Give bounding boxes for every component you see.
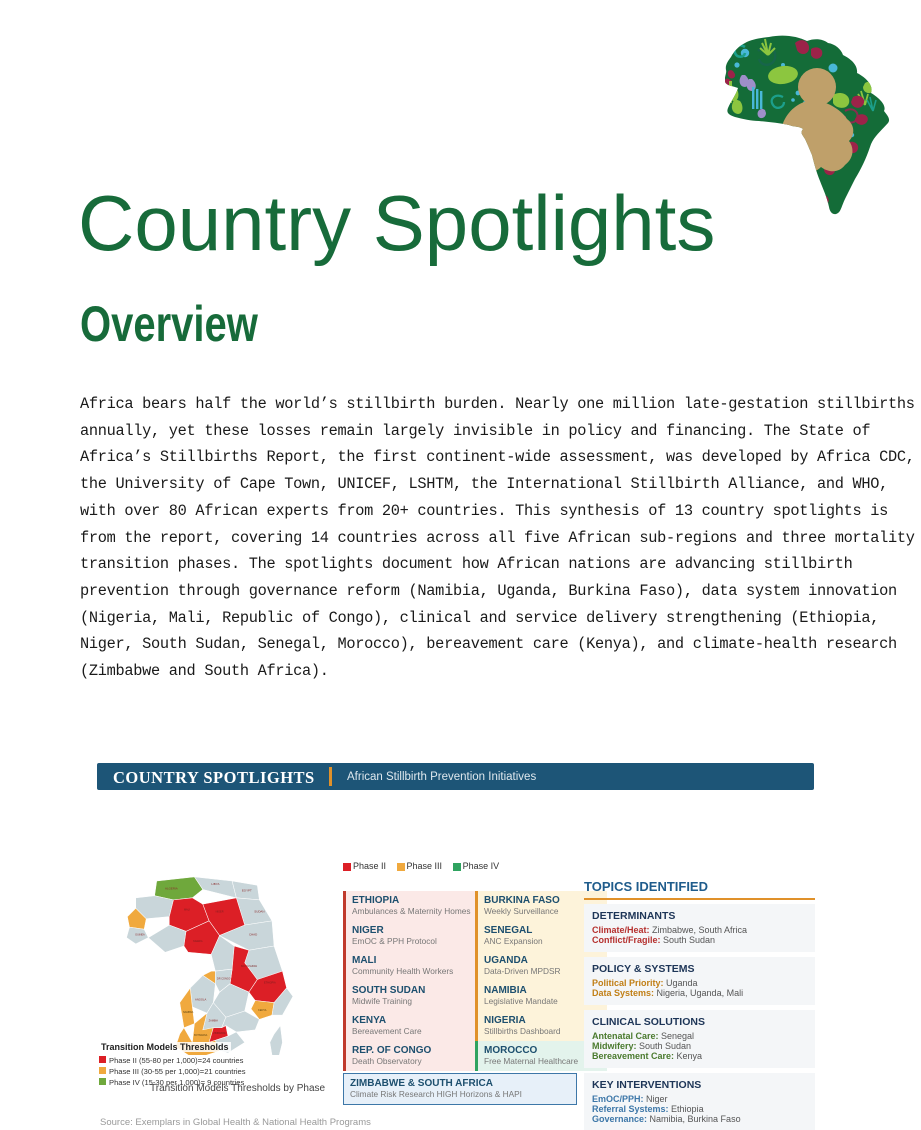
svg-text:MALI: MALI xyxy=(184,908,190,911)
svg-text:SUDAN: SUDAN xyxy=(254,909,264,913)
svg-text:ANGOLA: ANGOLA xyxy=(195,998,207,1002)
svg-text:ALGERIA: ALGERIA xyxy=(165,886,178,890)
svg-text:ETHIOPIA: ETHIOPIA xyxy=(264,982,276,985)
svg-text:LIBYA: LIBYA xyxy=(211,882,219,886)
svg-text:ZAMBIA: ZAMBIA xyxy=(209,1019,219,1022)
svg-text:KENYA: KENYA xyxy=(258,1009,267,1012)
svg-text:NAMIBIA: NAMIBIA xyxy=(183,1011,194,1014)
svg-text:NIGER: NIGER xyxy=(216,910,224,913)
svg-text:CHAD: CHAD xyxy=(249,933,257,937)
svg-text:DR CONGO: DR CONGO xyxy=(217,978,231,981)
svg-text:EGYPT: EGYPT xyxy=(242,889,252,893)
svg-text:GUINEA: GUINEA xyxy=(135,934,145,937)
